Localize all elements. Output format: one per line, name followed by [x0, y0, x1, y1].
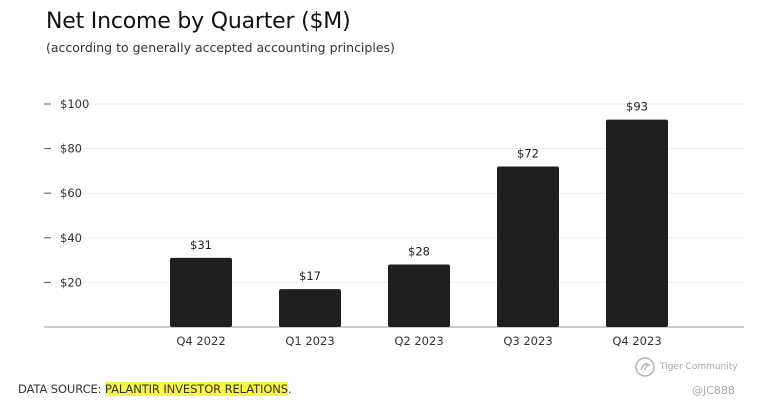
x-tick-label: Q2 2023 [394, 334, 443, 348]
bar-data-label: $28 [408, 245, 430, 259]
footer-prefix: DATA SOURCE: [18, 382, 105, 396]
chart-title: Net Income by Quarter ($M) [46, 9, 351, 34]
bar-data-label: $72 [517, 146, 539, 160]
footer-suffix: . [288, 382, 292, 396]
bar [497, 166, 559, 327]
tiger-community-watermark: Tiger Community [634, 356, 738, 378]
bar [170, 257, 232, 327]
footer-source-highlight: PALANTIR INVESTOR RELATIONS [105, 382, 288, 396]
bar [279, 289, 341, 327]
x-tick-label: Q4 2022 [176, 334, 225, 348]
bar-data-label: $17 [299, 269, 321, 283]
tiger-logo-icon [635, 357, 655, 377]
x-tick-label: Q1 2023 [285, 334, 334, 348]
y-tick-label: $80 [60, 142, 82, 156]
x-tick-label: Q3 2023 [503, 334, 552, 348]
y-tick-label: $60 [60, 186, 82, 200]
watermark-user: @JC888 [692, 384, 735, 397]
bar-data-label: $31 [190, 238, 212, 252]
bar [388, 264, 450, 327]
x-tick-label: Q4 2023 [612, 334, 661, 348]
y-tick-label: $100 [60, 97, 89, 111]
chart-subtitle: (according to generally accepted account… [46, 40, 395, 55]
y-tick-label: $20 [60, 275, 82, 289]
y-tick-label: $40 [60, 231, 82, 245]
bar-data-label: $93 [626, 100, 648, 114]
bar [606, 119, 668, 327]
watermark-brand: Tiger Community [660, 362, 738, 372]
data-source-footer: DATA SOURCE: PALANTIR INVESTOR RELATIONS… [18, 382, 292, 396]
